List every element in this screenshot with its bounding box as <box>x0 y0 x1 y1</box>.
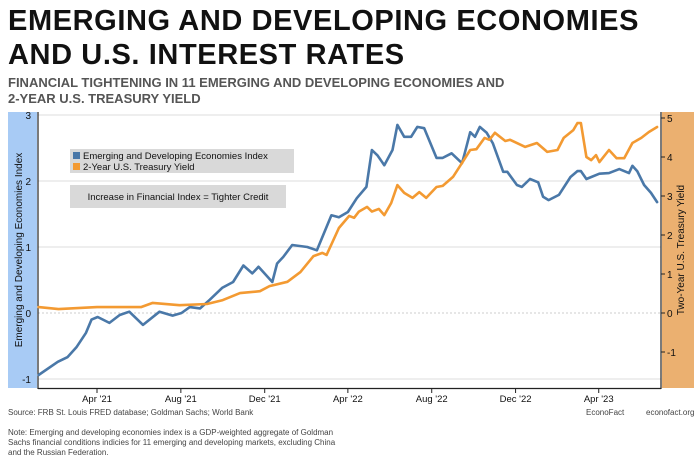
subtitle-line-1: FINANCIAL TIGHTENING IN 11 EMERGING AND … <box>8 75 505 90</box>
footnote: Note: Emerging and developing economies … <box>8 428 336 457</box>
x-tick-label: Apr '22 <box>333 394 363 405</box>
x-tick-label: Aug '22 <box>416 394 448 405</box>
left-tick-label: 3 <box>25 111 31 122</box>
left-tick-label: 2 <box>25 177 31 188</box>
left-axis-band <box>8 112 37 388</box>
annotation-box <box>70 185 286 208</box>
x-tick-label: Apr '21 <box>82 394 112 405</box>
x-tick-label: Apr '23 <box>584 394 614 405</box>
title-line-2: AND U.S. INTEREST RATES <box>8 39 405 71</box>
right-tick-label: 4 <box>667 153 673 164</box>
legend-swatch-index <box>73 152 80 159</box>
legend-swatch-yield <box>73 163 80 170</box>
right-tick-label: 3 <box>667 192 673 203</box>
legend-label-yield: 2-Year U.S. Treasury Yield <box>83 162 195 173</box>
legend-box <box>70 149 294 173</box>
right-tick-label: 0 <box>667 309 673 320</box>
annotation-text: Increase in Financial Index = Tighter Cr… <box>88 192 269 203</box>
brand-name: EconoFact <box>586 408 625 417</box>
x-tick-label: Dec '22 <box>500 394 532 405</box>
x-tick-label: Dec '21 <box>249 394 281 405</box>
right-tick-label: -1 <box>667 348 676 359</box>
right-axis-title: Two-Year U.S. Treasury Yield <box>676 185 687 315</box>
left-tick-label: -1 <box>22 375 31 386</box>
chart-title: EMERGING AND DEVELOPING ECONOMIES AND U.… <box>8 4 698 72</box>
subtitle-line-2: 2-YEAR U.S. TREASURY YIELD <box>8 91 201 106</box>
brand-url: econofact.org <box>646 408 695 417</box>
source-note: Source: FRB St. Louis FRED database; Gol… <box>8 408 254 417</box>
legend: Emerging and Developing Economies Index … <box>70 149 294 173</box>
right-tick-label: 1 <box>667 270 673 281</box>
left-tick-label: 1 <box>25 243 31 254</box>
legend-label-index: Emerging and Developing Economies Index <box>83 151 268 162</box>
series-line-index <box>37 123 659 377</box>
x-tick-label: Aug '21 <box>165 394 197 405</box>
left-tick-label: 0 <box>25 309 31 320</box>
right-tick-label: 5 <box>667 114 673 125</box>
left-axis-title: Emerging and Developing Economies Index <box>14 153 25 348</box>
title-line-1: EMERGING AND DEVELOPING ECONOMIES <box>8 5 640 37</box>
right-tick-label: 2 <box>667 231 673 242</box>
chart-subtitle: FINANCIAL TIGHTENING IN 11 EMERGING AND … <box>8 75 504 107</box>
series-line-yield <box>37 121 659 311</box>
right-axis-band <box>662 112 694 388</box>
